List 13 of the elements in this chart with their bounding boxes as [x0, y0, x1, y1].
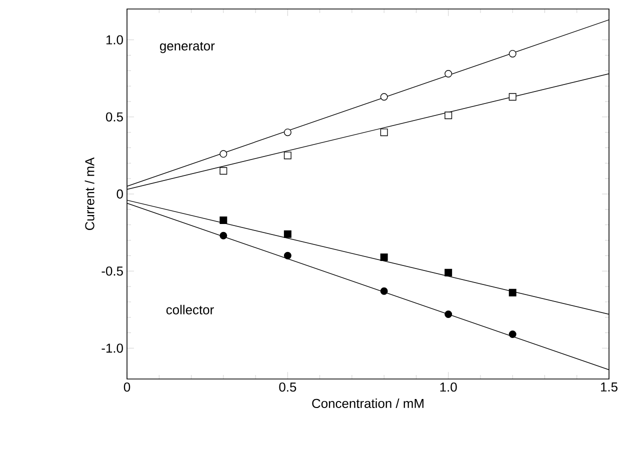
- x-tick-label: 0.5: [279, 382, 296, 392]
- x-tick-label: 1.5: [600, 382, 618, 392]
- annotation: collector: [166, 304, 214, 314]
- x-tick-label: 0: [124, 382, 130, 392]
- x-tick-label: 1.0: [440, 382, 457, 392]
- y-tick-label: -0.5: [102, 266, 123, 276]
- y-tick-label: -1.0: [102, 344, 123, 353]
- y-tick-label: 0: [116, 189, 123, 199]
- y-tick-label: 1.0: [106, 35, 123, 44]
- x-axis-title: Concentration / mM: [312, 398, 424, 408]
- y-tick-label: 0.5: [106, 112, 123, 122]
- y-axis-title: Current / mA: [84, 157, 94, 230]
- annotation: generator: [160, 42, 215, 54]
